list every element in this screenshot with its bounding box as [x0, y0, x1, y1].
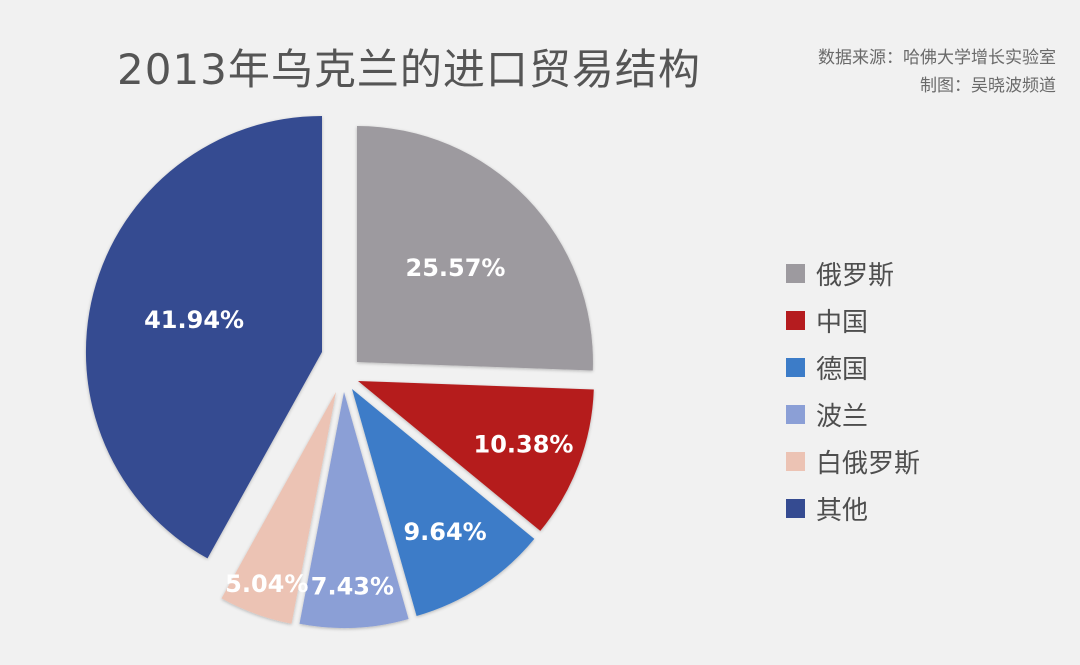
legend-swatch — [786, 499, 805, 518]
legend-item-china: 中国 — [786, 297, 920, 344]
legend: 俄罗斯 中国 德国 波兰 白俄罗斯 其他 — [786, 250, 920, 532]
slice-label-poland: 7.43% — [311, 572, 394, 600]
legend-label: 白俄罗斯 — [816, 449, 921, 479]
slice-label-other: 41.94% — [144, 306, 244, 334]
legend-label: 俄罗斯 — [816, 261, 895, 291]
legend-item-belarus: 白俄罗斯 — [786, 438, 920, 485]
legend-swatch — [786, 452, 805, 471]
legend-label: 中国 — [816, 308, 869, 338]
pie-slice-germany — [352, 389, 535, 616]
pie-slice-poland — [299, 392, 409, 629]
legend-item-other: 其他 — [786, 485, 920, 532]
pie-slices: 25.57% 10.38% 9.64% 7.43%5.04% 41.94% — [85, 115, 594, 629]
slice-label-russia: 25.57% — [406, 254, 506, 282]
pie-slice-china — [358, 381, 594, 531]
pie-slice-other — [85, 115, 322, 559]
pie-slice-russia — [357, 126, 593, 371]
slice-label-belarus: 5.04% — [225, 570, 308, 598]
legend-swatch — [786, 311, 805, 330]
pie-slice-belarus — [221, 392, 336, 624]
legend-swatch — [786, 358, 805, 377]
legend-item-poland: 波兰 — [786, 391, 920, 438]
legend-label: 德国 — [816, 355, 869, 385]
slice-label-germany: 9.64% — [403, 518, 486, 546]
legend-label: 波兰 — [816, 402, 869, 432]
data-source-text: 数据来源：哈佛大学增长实验室 — [818, 48, 1056, 68]
chart-title: 2013年乌克兰的进口贸易结构 — [117, 45, 701, 94]
legend-label: 其他 — [816, 496, 869, 526]
legend-swatch — [786, 405, 805, 424]
credit-text: 制图：吴晓波频道 — [920, 76, 1056, 96]
legend-swatch — [786, 264, 805, 283]
legend-item-germany: 德国 — [786, 344, 920, 391]
source-note: 数据来源：哈佛大学增长实验室 制图：吴晓波频道 — [818, 44, 1056, 100]
legend-item-russia: 俄罗斯 — [786, 250, 920, 297]
slice-label-china: 10.38% — [474, 431, 574, 459]
